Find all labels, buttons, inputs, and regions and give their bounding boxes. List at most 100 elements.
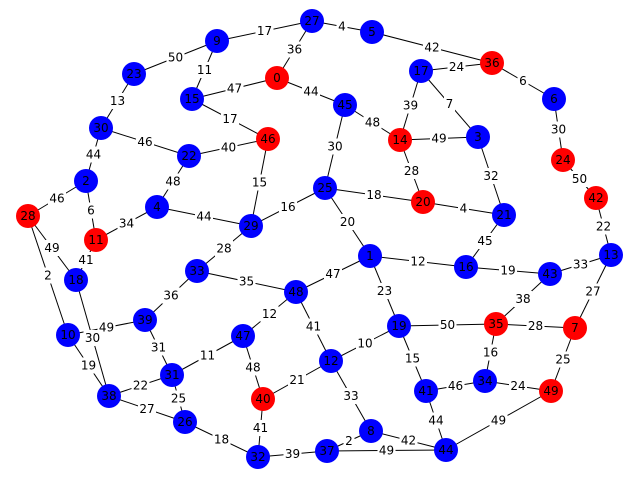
node-49: 49 <box>539 379 563 403</box>
node-label: 19 <box>391 319 406 333</box>
edge-label-1-25: 20 <box>338 214 357 230</box>
edge-label-background <box>166 49 185 66</box>
edge-label-33-29: 28 <box>215 240 233 257</box>
edge-label-11-18: 41 <box>77 252 95 268</box>
edge-label-22-4: 48 <box>164 173 182 190</box>
node-circle <box>466 125 490 149</box>
node-circle <box>434 438 458 462</box>
node-circle <box>173 410 197 434</box>
edge-label-background <box>343 433 355 449</box>
node-circle <box>256 127 280 151</box>
node-label: 7 <box>571 321 579 335</box>
edge-weight-label: 40 <box>221 141 236 155</box>
edge-weight-label: 2 <box>345 434 353 448</box>
edge-weight-label: 12 <box>262 307 277 321</box>
edge-label-background <box>79 357 98 374</box>
node-7: 7 <box>563 316 587 340</box>
edge-weight-label: 25 <box>171 392 186 406</box>
edge-weight-label: 45 <box>477 234 492 248</box>
edge-label-9-27: 17 <box>255 23 274 39</box>
node-label: 24 <box>555 153 570 167</box>
node-label: 3 <box>474 130 482 144</box>
node-label: 8 <box>367 424 375 438</box>
node-label: 46 <box>260 132 275 146</box>
edge-label-background <box>77 252 95 268</box>
node-circle <box>64 268 88 292</box>
node-label: 43 <box>542 267 557 281</box>
edge-label-23-9: 50 <box>166 49 185 66</box>
edge-weight-label: 30 <box>327 140 342 154</box>
edge-weight-label: 46 <box>448 379 463 393</box>
edge-weight-label: 49 <box>431 132 446 146</box>
edge-label-0-27: 36 <box>285 41 304 58</box>
edge-label-background <box>219 139 238 156</box>
edge-label-48-1: 47 <box>324 266 342 282</box>
node-label: 22 <box>181 149 196 163</box>
edge-label-background <box>403 350 422 367</box>
edge-label-background <box>84 146 103 163</box>
edge-weight-label: 24 <box>449 60 464 74</box>
node-28: 28 <box>16 204 40 228</box>
node-label: 18 <box>68 273 83 287</box>
edge-label-24-6: 30 <box>549 121 568 138</box>
edge-weight-label: 46 <box>49 192 64 206</box>
edge-label-background <box>85 202 97 219</box>
edge-label-1-19: 23 <box>375 283 394 299</box>
edge-label-20-21: 4 <box>458 200 469 217</box>
node-circle <box>414 379 438 403</box>
edge-label-12-40: 21 <box>288 372 306 388</box>
edge-label-3-21: 32 <box>482 168 500 184</box>
edge-label-7-13: 27 <box>584 283 602 300</box>
edge-label-33-48: 35 <box>237 273 256 290</box>
node-20: 20 <box>411 190 435 214</box>
edge-weight-label: 34 <box>119 217 134 231</box>
node-circle <box>333 93 357 117</box>
node-circle <box>231 324 255 348</box>
node-5: 5 <box>360 20 384 44</box>
node-41: 41 <box>414 379 438 403</box>
edge-label-17-14: 39 <box>401 97 420 114</box>
edge-label-background <box>255 23 274 39</box>
node-circle <box>480 51 504 75</box>
edge-label-background <box>164 173 182 190</box>
edge-weight-label: 41 <box>253 421 268 435</box>
edge-label-background <box>481 344 500 361</box>
edge-label-background <box>476 233 494 249</box>
edge-label-background <box>571 256 590 273</box>
node-label: 48 <box>288 285 303 299</box>
edge-label-31-38: 22 <box>131 377 150 394</box>
edge-weight-label: 17 <box>257 24 272 38</box>
edge-weight-label: 38 <box>515 292 530 306</box>
node-label: 38 <box>101 389 116 403</box>
edge-weight-label: 44 <box>196 210 211 224</box>
node-circle <box>542 87 566 111</box>
edge-label-37-44: 49 <box>377 442 396 459</box>
edge-label-background <box>136 134 154 150</box>
edge-label-35-34: 16 <box>481 344 500 361</box>
edge-weight-label: 49 <box>44 241 59 255</box>
edge-label-15-46: 17 <box>221 111 239 127</box>
node-circle <box>284 280 308 304</box>
node-label: 13 <box>603 248 618 262</box>
node-circle <box>599 243 623 267</box>
edge-label-background <box>43 240 61 256</box>
node-circle <box>538 262 562 286</box>
node-circle <box>411 190 435 214</box>
edge-label-background <box>304 318 323 335</box>
node-label: 16 <box>458 260 473 274</box>
edge-weight-label: 36 <box>287 43 302 57</box>
node-label: 11 <box>88 233 103 247</box>
edge-label-46-22: 40 <box>219 139 238 156</box>
node-27: 27 <box>300 9 324 33</box>
edge-label-43-35: 38 <box>514 291 532 307</box>
edge-weight-label: 4 <box>338 20 346 34</box>
node-label: 5 <box>368 25 376 39</box>
node-label: 4 <box>153 200 161 214</box>
edge-weight-label: 48 <box>245 361 260 375</box>
edge-label-29-25: 16 <box>279 199 297 215</box>
node-circle <box>84 228 108 252</box>
node-36: 36 <box>480 51 504 75</box>
edge-label-21-16: 45 <box>476 233 494 249</box>
edge-label-background <box>549 121 568 138</box>
node-44: 44 <box>434 438 458 462</box>
